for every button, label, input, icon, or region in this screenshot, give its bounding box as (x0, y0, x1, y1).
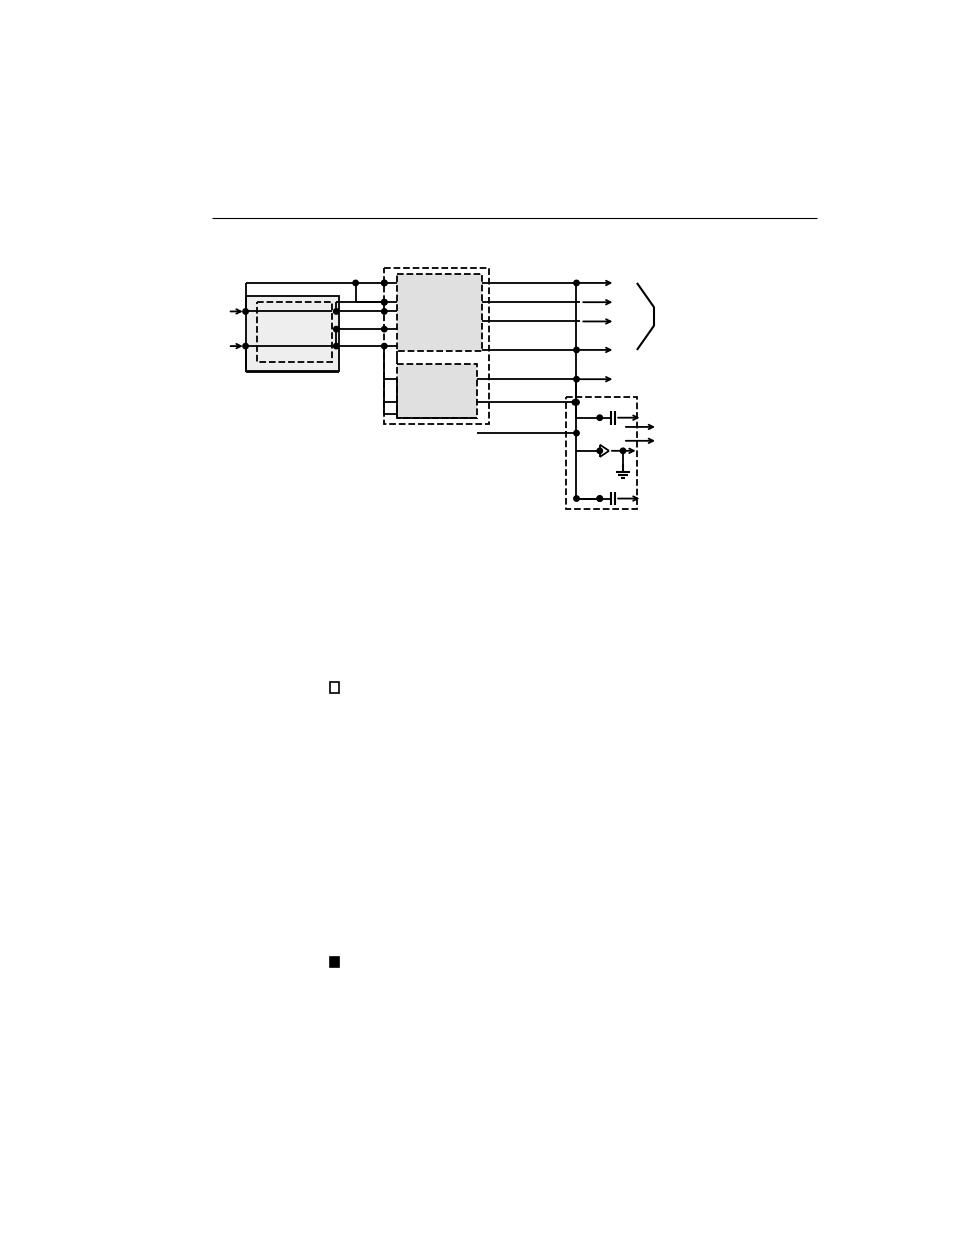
Circle shape (573, 400, 578, 405)
Circle shape (381, 280, 387, 285)
Circle shape (573, 496, 578, 501)
Circle shape (381, 280, 387, 285)
Bar (396, 274, 481, 351)
Circle shape (573, 347, 578, 353)
Circle shape (243, 309, 248, 314)
Bar (245, 296, 338, 372)
Circle shape (381, 309, 387, 314)
Circle shape (334, 309, 338, 314)
Circle shape (573, 377, 578, 382)
Circle shape (334, 326, 338, 332)
Circle shape (597, 448, 602, 453)
Circle shape (619, 448, 625, 453)
Circle shape (597, 496, 602, 501)
Bar (330, 957, 339, 967)
Circle shape (573, 431, 578, 436)
Circle shape (597, 415, 602, 420)
Circle shape (243, 343, 248, 348)
Circle shape (353, 280, 358, 285)
Circle shape (381, 326, 387, 332)
Circle shape (573, 280, 578, 285)
Bar (396, 364, 476, 417)
Circle shape (572, 400, 578, 405)
Bar (257, 303, 332, 362)
Circle shape (334, 343, 338, 348)
Circle shape (381, 300, 387, 305)
Bar (566, 396, 637, 509)
Bar (384, 268, 488, 424)
Circle shape (381, 300, 387, 305)
Bar (330, 682, 339, 693)
Circle shape (381, 343, 387, 348)
Circle shape (597, 496, 602, 501)
